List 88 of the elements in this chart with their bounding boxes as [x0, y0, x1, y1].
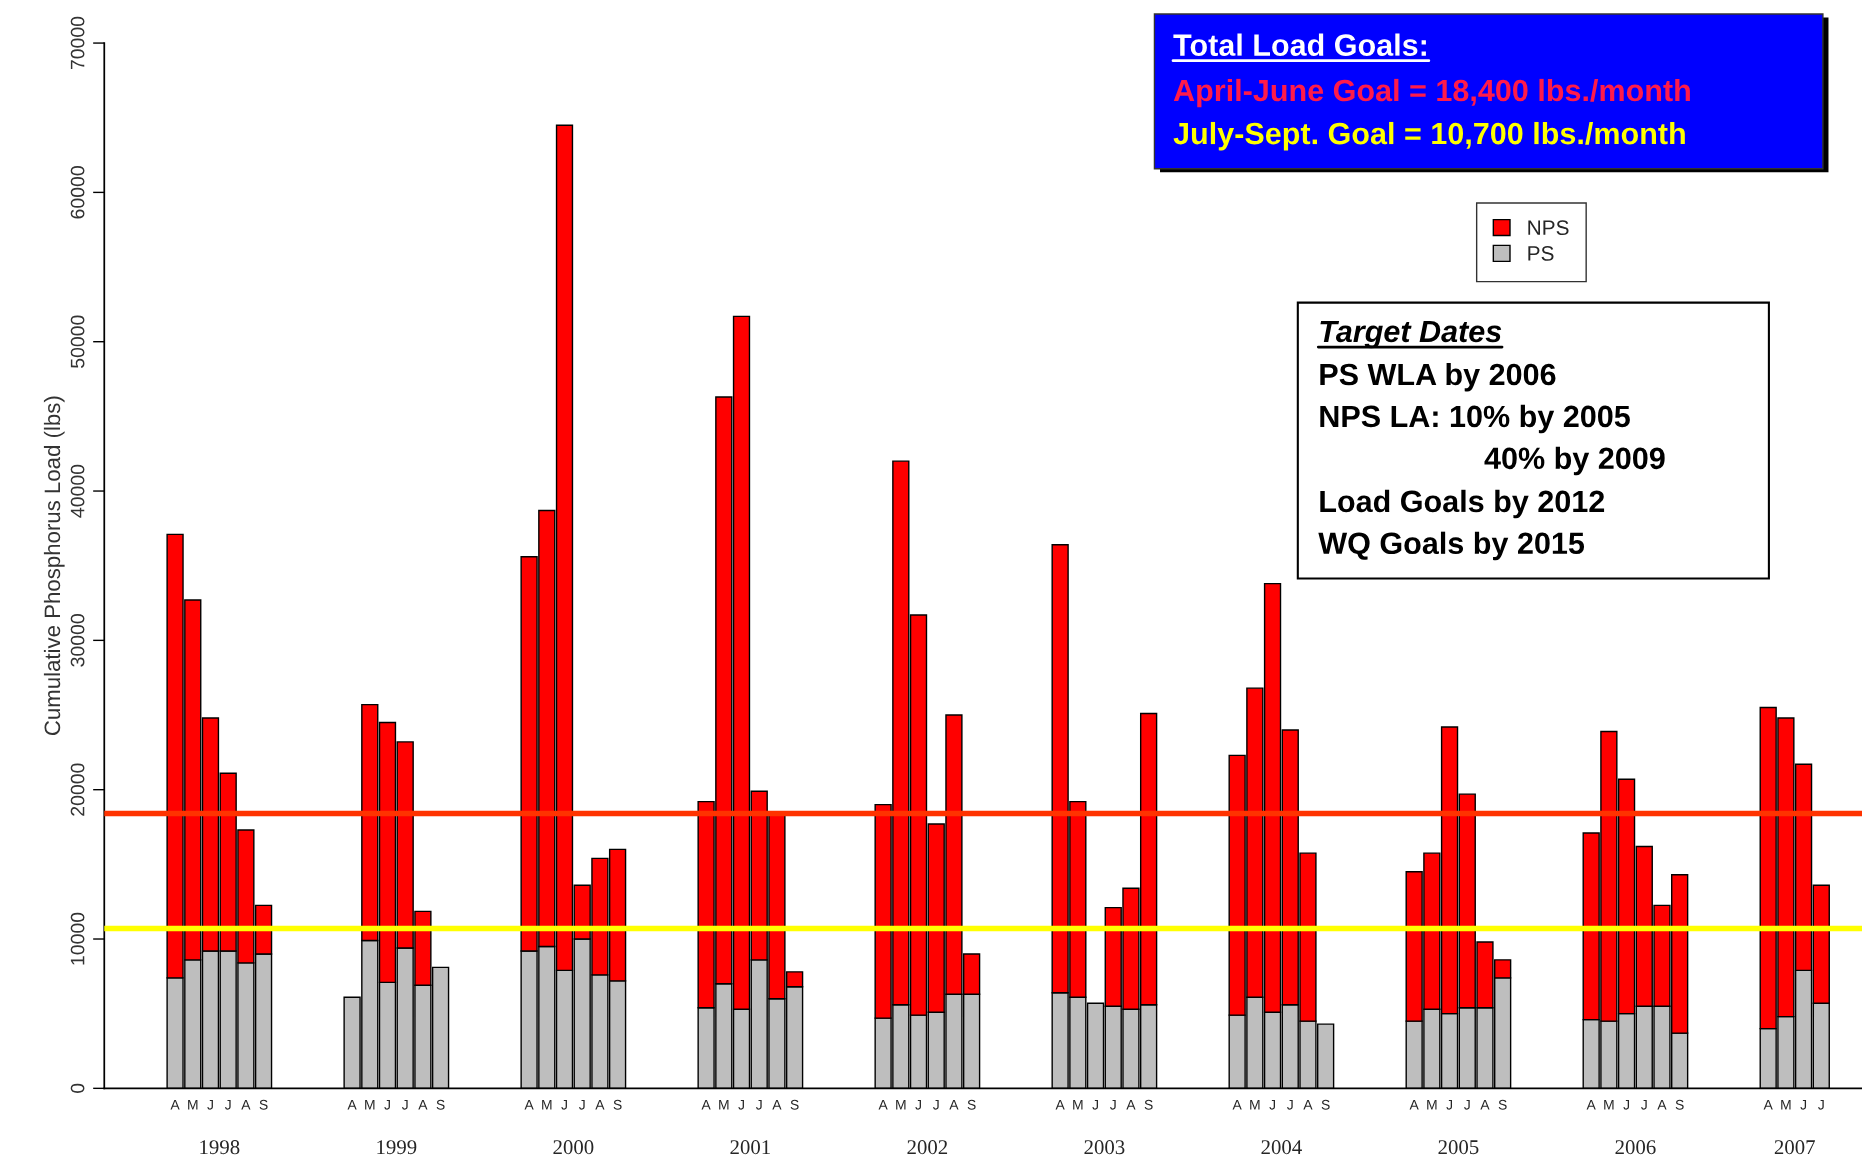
x-tick-label: J	[915, 1099, 921, 1110]
x-tick-label: A	[1763, 1099, 1773, 1110]
x-tick-label: J	[1092, 1099, 1098, 1110]
x-tick-label: A	[949, 1099, 959, 1110]
annotation: NPS LA: 10% by 2005	[1320, 404, 1630, 434]
x-tick-label: S	[1498, 1099, 1507, 1110]
x-tick-label: A	[1480, 1099, 1490, 1110]
x-tick-label: J	[1818, 1099, 1824, 1110]
y-tick-label: 10000	[70, 912, 85, 965]
x-tick-label: J	[578, 1099, 585, 1110]
x-tick-label: M	[1604, 1099, 1614, 1110]
x-tick-label: A	[772, 1099, 782, 1110]
text: 2003	[1084, 1140, 1125, 1155]
x-tick-label: J	[384, 1099, 390, 1110]
x-tick-label: A	[1055, 1099, 1065, 1110]
annotation: PS WLA by 2006	[1320, 362, 1556, 392]
x-tick-label: A	[1586, 1099, 1596, 1110]
x-tick-label: A	[1409, 1099, 1419, 1110]
y-tick-label: 40000	[70, 464, 85, 518]
text: 2002	[907, 1140, 948, 1155]
annotation: Load Goals by 2012	[1320, 489, 1605, 519]
x-tick-label: A	[1232, 1099, 1242, 1110]
x-tick-label: J	[1641, 1099, 1647, 1110]
x-tick-label: M	[188, 1099, 198, 1110]
x-tick-label: A	[418, 1099, 428, 1110]
x-tick-label: M	[719, 1099, 729, 1110]
x-tick-label: J	[738, 1099, 744, 1110]
y-axis-title: Cumulative Phosphorus Load (lbs)	[43, 396, 65, 736]
x-tick-label: J	[755, 1099, 762, 1110]
x-tick-label: S	[613, 1099, 622, 1110]
x-tick-label: A	[878, 1099, 888, 1110]
text: 2001	[730, 1140, 770, 1155]
x-tick-label: S	[967, 1099, 976, 1110]
x-tick-label: A	[524, 1099, 534, 1110]
x-tick-label: S	[1321, 1099, 1330, 1110]
x-tick-label: S	[436, 1099, 445, 1110]
x-tick-label: M	[1781, 1099, 1791, 1110]
text: 2005	[1438, 1140, 1479, 1155]
y-tick-label: 60000	[70, 166, 85, 219]
annotation: July-Sept. Goal = 10,700 lbs./month	[1173, 121, 1685, 151]
x-tick-label: S	[1675, 1099, 1684, 1110]
y-tick-label: 0	[70, 1083, 85, 1093]
x-tick-label: J	[1109, 1099, 1116, 1110]
x-tick-label: A	[701, 1099, 711, 1110]
x-tick-label: A	[347, 1099, 357, 1110]
x-tick-label: A	[241, 1099, 251, 1110]
y-tick-label: 70000	[70, 16, 85, 70]
x-tick-label: J	[561, 1099, 567, 1110]
x-tick-label: M	[1250, 1099, 1260, 1110]
x-tick-label: A	[1126, 1099, 1136, 1110]
text: 2006	[1615, 1140, 1656, 1155]
text: 2007	[1774, 1140, 1815, 1155]
y-tick-label: 30000	[70, 614, 85, 667]
x-tick-label: A	[595, 1099, 605, 1110]
x-tick-label: A	[1657, 1099, 1667, 1110]
x-tick-label: M	[896, 1099, 906, 1110]
y-tick-label: 50000	[70, 315, 85, 368]
text: 1998	[200, 1140, 240, 1155]
x-tick-label: J	[1800, 1099, 1807, 1110]
text: 2004	[1261, 1140, 1302, 1155]
annotation: April-June Goal = 18,400 lbs./month	[1173, 78, 1690, 108]
x-tick-label: J	[207, 1099, 213, 1110]
legend-label: NPS	[1528, 220, 1569, 236]
x-tick-label: J	[1464, 1099, 1470, 1110]
x-tick-label: M	[1073, 1099, 1083, 1110]
x-tick-label: S	[259, 1099, 268, 1110]
legend-label: PS	[1528, 246, 1554, 261]
annotation: WQ Goals by 2015	[1318, 531, 1585, 561]
annotation: 40% by 2009	[1484, 446, 1665, 476]
x-tick-label: M	[365, 1099, 375, 1110]
x-tick-label: J	[401, 1099, 408, 1110]
x-tick-label: J	[1446, 1099, 1452, 1110]
text: 1999	[377, 1140, 417, 1155]
text: 2000	[553, 1140, 594, 1155]
x-tick-label: M	[1427, 1099, 1437, 1110]
x-tick-label: J	[224, 1099, 231, 1110]
annotation: Total Load Goals:	[1173, 33, 1426, 56]
x-tick-label: M	[542, 1099, 552, 1110]
x-tick-label: J	[1269, 1099, 1275, 1110]
x-tick-label: J	[1623, 1099, 1630, 1110]
x-tick-label: S	[1144, 1099, 1153, 1110]
x-tick-label: A	[170, 1099, 180, 1110]
x-tick-label: J	[1287, 1099, 1293, 1110]
annotation: Target Dates	[1320, 320, 1502, 349]
y-tick-label: 20000	[70, 763, 85, 816]
x-tick-label: S	[790, 1099, 799, 1110]
x-tick-label: A	[1303, 1099, 1313, 1110]
x-tick-label: J	[932, 1099, 939, 1110]
